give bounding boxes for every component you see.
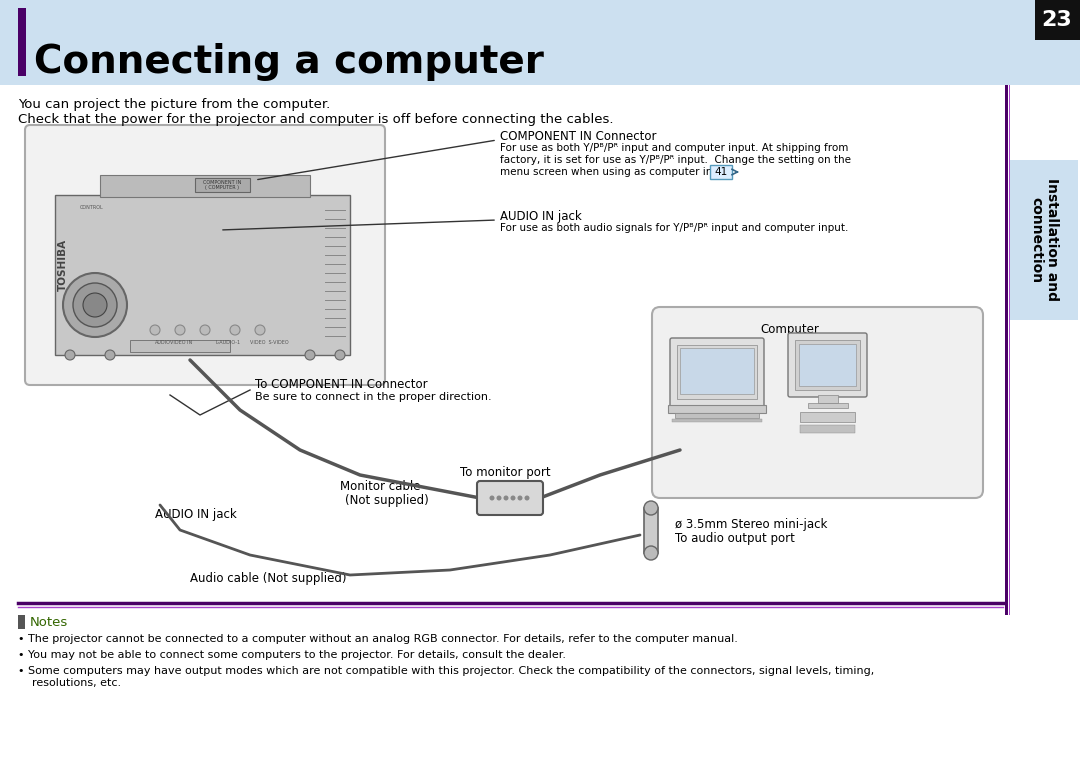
- FancyBboxPatch shape: [670, 338, 764, 407]
- Text: Be sure to connect in the proper direction.: Be sure to connect in the proper directi…: [255, 392, 491, 402]
- Text: • You may not be able to connect some computers to the projector. For details, c: • You may not be able to connect some co…: [18, 650, 566, 660]
- Circle shape: [644, 501, 658, 515]
- Text: Connecting a computer: Connecting a computer: [33, 43, 544, 81]
- Bar: [130, 340, 230, 352]
- Text: COMPONENT IN Connector: COMPONENT IN Connector: [500, 130, 657, 143]
- Circle shape: [65, 350, 75, 360]
- Text: AUDIO: AUDIO: [156, 340, 171, 345]
- Circle shape: [230, 325, 240, 335]
- Text: • Some computers may have output modes which are not compatible with this projec: • Some computers may have output modes w…: [18, 666, 874, 688]
- Text: To COMPONENT IN Connector: To COMPONENT IN Connector: [255, 378, 428, 391]
- Bar: [100, 175, 310, 197]
- Text: AUDIO IN jack: AUDIO IN jack: [156, 508, 237, 521]
- Circle shape: [511, 496, 515, 500]
- FancyBboxPatch shape: [652, 307, 983, 498]
- Circle shape: [517, 496, 523, 500]
- Bar: [799, 344, 856, 386]
- Text: AUDIO IN jack: AUDIO IN jack: [500, 210, 582, 223]
- Bar: [644, 508, 658, 553]
- Circle shape: [175, 325, 185, 335]
- Bar: [677, 345, 757, 399]
- Text: Audio cable (Not supplied): Audio cable (Not supplied): [190, 572, 347, 585]
- Text: Check that the power for the projector and computer is off before connecting the: Check that the power for the projector a…: [18, 113, 613, 126]
- Circle shape: [503, 496, 509, 500]
- Circle shape: [200, 325, 210, 335]
- Bar: [795, 340, 860, 390]
- Text: VIDEO IN: VIDEO IN: [170, 340, 192, 345]
- Circle shape: [525, 496, 529, 500]
- Bar: [818, 395, 838, 403]
- FancyBboxPatch shape: [788, 333, 867, 397]
- Circle shape: [305, 350, 315, 360]
- Text: Notes: Notes: [30, 616, 68, 629]
- Bar: [672, 419, 762, 422]
- Circle shape: [644, 546, 658, 560]
- Bar: [18, 8, 26, 76]
- Text: Computer: Computer: [760, 323, 819, 336]
- Text: 41: 41: [714, 167, 728, 177]
- Bar: [808, 403, 848, 408]
- Bar: [800, 425, 855, 433]
- Text: (Not supplied): (Not supplied): [345, 494, 429, 507]
- Text: VIDEO  S-VIDEO: VIDEO S-VIDEO: [249, 340, 288, 345]
- Circle shape: [335, 350, 345, 360]
- Text: You can project the picture from the computer.: You can project the picture from the com…: [18, 98, 330, 111]
- Text: menu screen when using as computer input.: menu screen when using as computer input…: [500, 167, 733, 177]
- Circle shape: [150, 325, 160, 335]
- Circle shape: [63, 273, 127, 337]
- Text: Installation and
connection: Installation and connection: [1029, 179, 1059, 302]
- Bar: [1005, 85, 1008, 615]
- Bar: [195, 178, 249, 192]
- Text: To audio output port: To audio output port: [675, 532, 795, 545]
- Bar: [680, 348, 754, 394]
- FancyBboxPatch shape: [477, 481, 543, 515]
- Text: 23: 23: [1041, 10, 1072, 30]
- Text: To monitor port: To monitor port: [460, 466, 551, 479]
- Bar: [1010, 160, 1078, 320]
- FancyBboxPatch shape: [25, 125, 384, 385]
- Text: For use as both Y/Pᴮ/Pᴿ input and computer input. At shipping from: For use as both Y/Pᴮ/Pᴿ input and comput…: [500, 143, 849, 153]
- Circle shape: [497, 496, 501, 500]
- Bar: [55, 195, 350, 355]
- Circle shape: [73, 283, 117, 327]
- Circle shape: [255, 325, 265, 335]
- Bar: [0, 0, 1080, 85]
- Bar: [710, 165, 732, 179]
- Bar: [675, 413, 759, 418]
- Text: ø 3.5mm Stereo mini-jack: ø 3.5mm Stereo mini-jack: [675, 518, 827, 531]
- Text: CONTROL: CONTROL: [80, 205, 104, 210]
- Circle shape: [105, 350, 114, 360]
- Circle shape: [489, 496, 495, 500]
- Bar: [1035, 0, 1080, 40]
- Bar: [669, 405, 766, 413]
- Text: Monitor cable: Monitor cable: [340, 480, 420, 493]
- Text: For use as both audio signals for Y/Pᴮ/Pᴿ input and computer input.: For use as both audio signals for Y/Pᴮ/P…: [500, 223, 849, 233]
- Text: • The projector cannot be connected to a computer without an analog RGB connecto: • The projector cannot be connected to a…: [18, 634, 738, 644]
- Text: L-AUDIO-1: L-AUDIO-1: [215, 340, 240, 345]
- Bar: [800, 412, 855, 422]
- Text: COMPONENT IN
( COMPUTER ): COMPONENT IN ( COMPUTER ): [203, 180, 241, 190]
- Text: TOSHIBA: TOSHIBA: [58, 239, 68, 291]
- Bar: [18, 615, 25, 629]
- Circle shape: [83, 293, 107, 317]
- Text: factory, it is set for use as Y/Pᴮ/Pᴿ input.  Change the setting on the: factory, it is set for use as Y/Pᴮ/Pᴿ in…: [500, 155, 851, 165]
